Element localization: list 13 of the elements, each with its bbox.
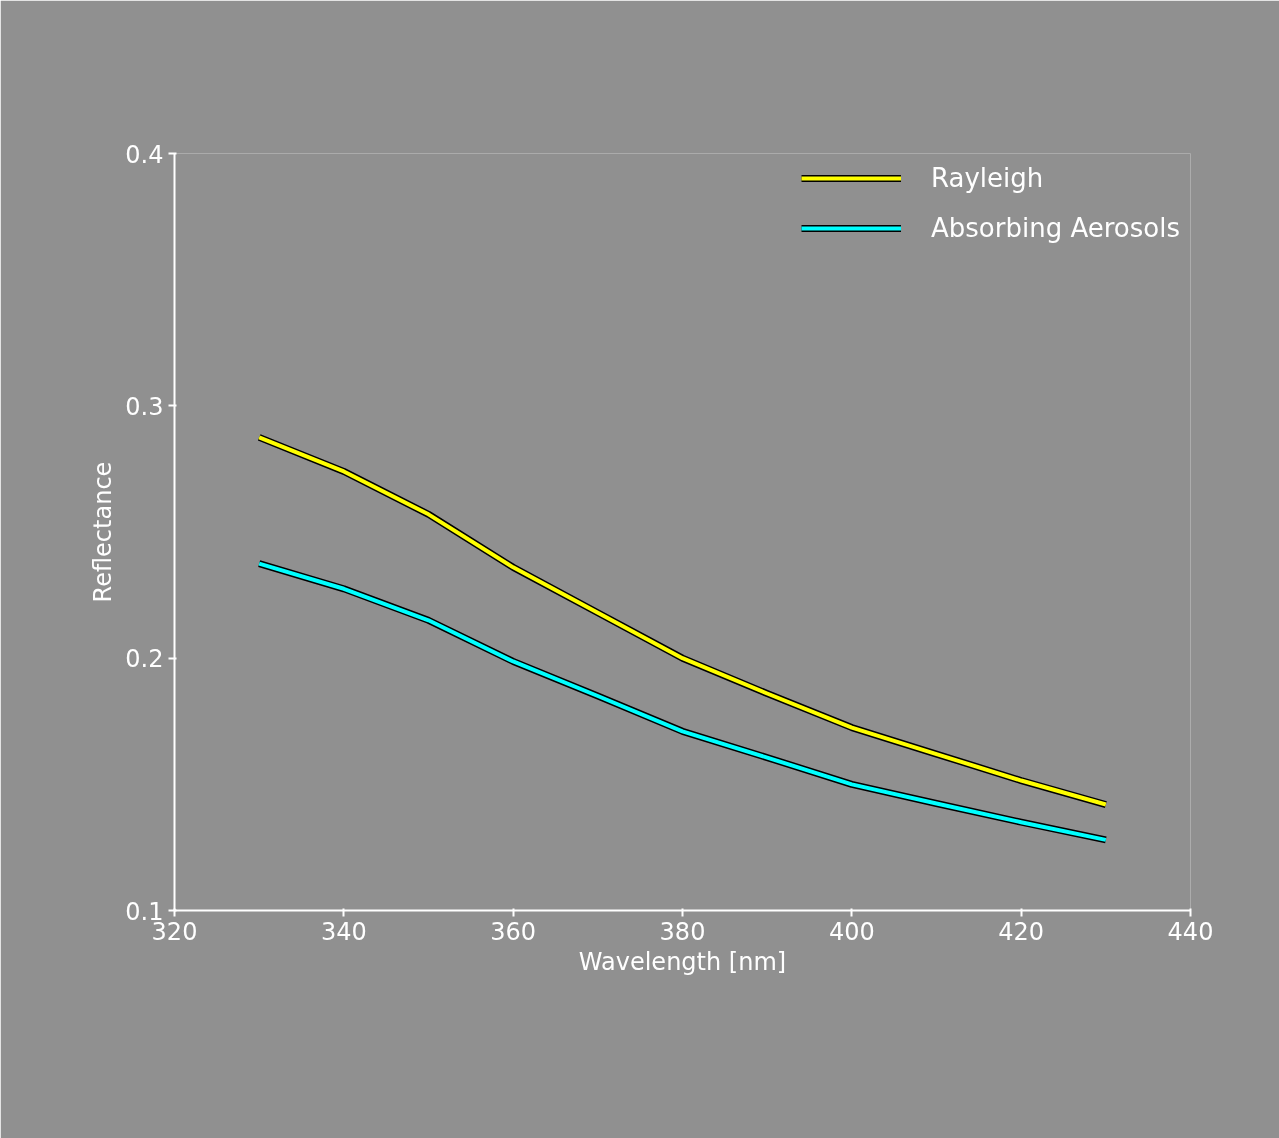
x-tick-label: 340 bbox=[320, 917, 367, 946]
y-tick-label: 0.3 bbox=[125, 392, 164, 421]
x-tick-label: 440 bbox=[1167, 917, 1214, 946]
x-tick-label: 420 bbox=[998, 917, 1045, 946]
legend-label: Absorbing Aerosols bbox=[931, 213, 1180, 243]
y-tick-label: 0.4 bbox=[125, 140, 164, 169]
y-tick-label: 0.2 bbox=[125, 645, 164, 674]
x-tick-label: 400 bbox=[828, 917, 875, 946]
x-tick-label: 360 bbox=[490, 917, 537, 946]
legend-label: Rayleigh bbox=[931, 163, 1044, 193]
x-tick-label: 380 bbox=[659, 917, 706, 946]
y-axis-title: Reflectance bbox=[89, 461, 118, 603]
x-axis-title: Wavelength [nm] bbox=[578, 947, 787, 976]
